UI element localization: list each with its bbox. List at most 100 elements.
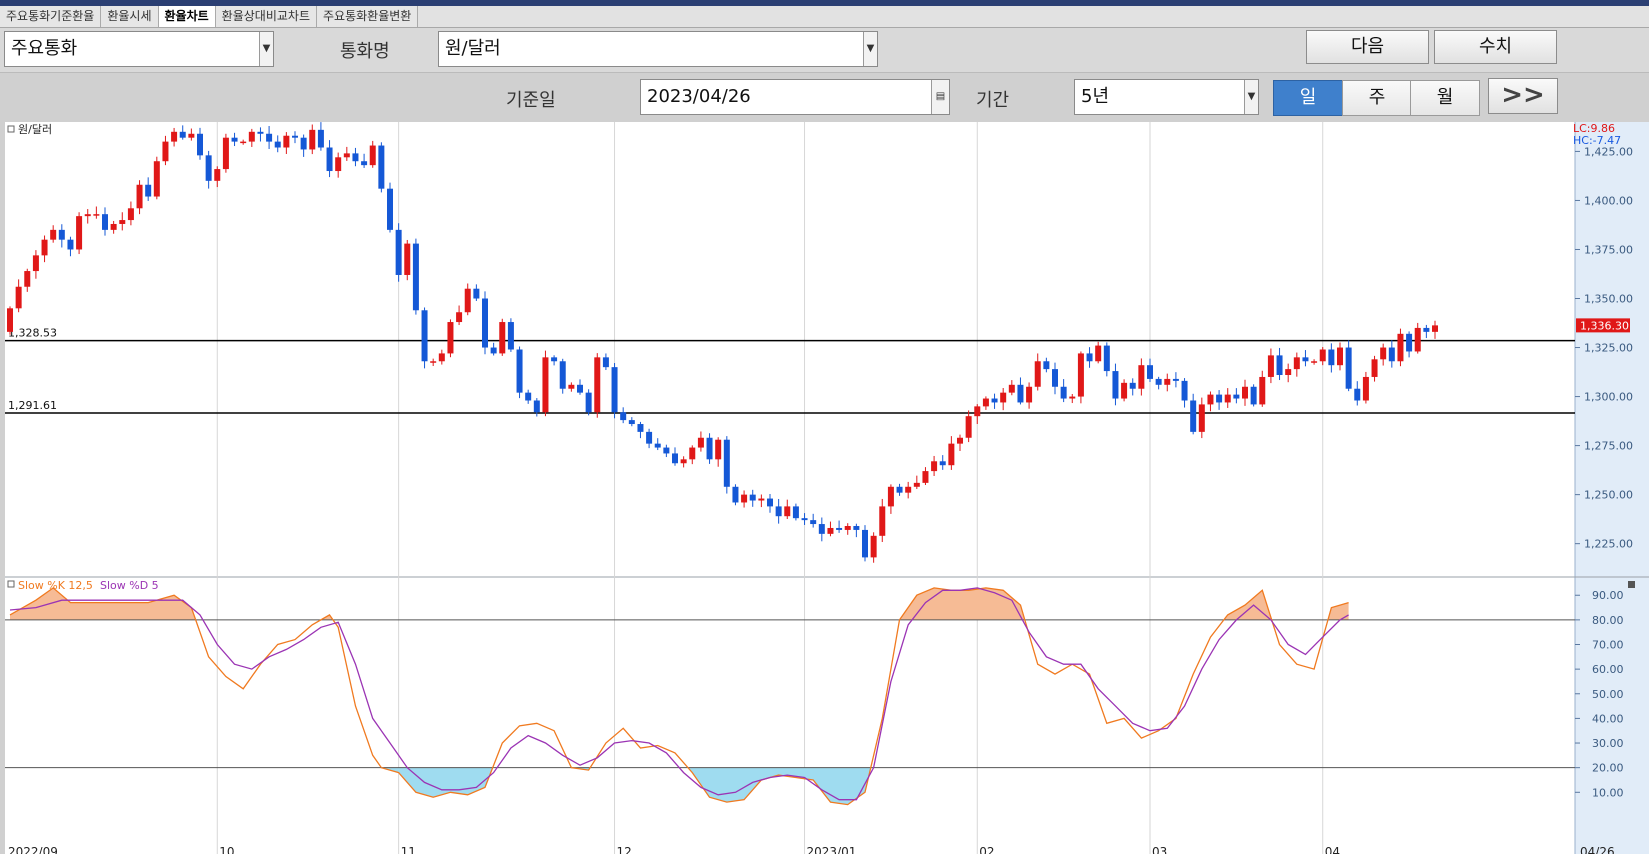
candle-body	[421, 310, 428, 362]
candle-body	[283, 135, 290, 148]
candle-body	[248, 131, 255, 142]
price-tick-label: 1,225.00	[1584, 538, 1633, 551]
candle-body	[1181, 380, 1188, 401]
date-axis-label: 04	[1325, 845, 1340, 854]
candle-body	[1406, 333, 1413, 352]
candle-body	[1147, 365, 1153, 379]
candle-body	[67, 239, 74, 250]
candle-body	[1259, 376, 1266, 405]
stoch-tick-label: 40.00	[1592, 712, 1624, 725]
period-select[interactable]: 5년 ▼	[1074, 79, 1259, 115]
calendar-icon[interactable]: ▤	[931, 80, 949, 114]
candle-body	[179, 131, 186, 138]
candle-body	[991, 398, 998, 403]
candle-body	[188, 133, 195, 138]
last-price-box	[1576, 318, 1630, 333]
candle-body	[317, 129, 324, 148]
panel-collapse-icon[interactable]	[7, 580, 15, 588]
candle-body	[1267, 355, 1274, 377]
candle-body	[257, 131, 264, 134]
candle-body	[335, 157, 342, 172]
candle-body	[300, 137, 307, 150]
candle-body	[438, 353, 445, 362]
hc-label: HC:-7.47	[1573, 134, 1621, 147]
candle-body	[982, 398, 989, 407]
candle-body	[732, 486, 739, 503]
candle-body	[680, 459, 687, 464]
candle-body	[1345, 347, 1352, 389]
tab-rate-converter[interactable]: 주요통화환율변환	[317, 6, 419, 27]
candle-body	[672, 453, 678, 464]
candle-body	[767, 498, 773, 507]
chevron-down-icon[interactable]: ▼	[259, 32, 273, 66]
candle-body	[162, 141, 169, 162]
candle-body	[939, 461, 946, 466]
candle-body	[1276, 355, 1283, 375]
candle-body	[309, 129, 316, 150]
window-top-strip	[0, 0, 1649, 6]
period-value: 5년	[1081, 86, 1110, 107]
tab-rate-chart[interactable]: 환율차트	[158, 6, 216, 27]
candle-body	[84, 214, 91, 217]
price-tick-label: 1,425.00	[1584, 145, 1633, 158]
expand-button[interactable]: >>	[1488, 78, 1558, 114]
candle-body	[1190, 400, 1197, 432]
candle-body	[136, 184, 143, 209]
candle-body	[1008, 384, 1015, 393]
currency-name-select[interactable]: 원/달러 ▼	[438, 31, 878, 67]
chevron-down-icon[interactable]: ▼	[1244, 80, 1258, 114]
candle-body	[266, 133, 273, 142]
currency-group-select[interactable]: 주요통화 ▼	[4, 31, 274, 67]
candle-body	[119, 220, 126, 224]
slow-k-legend: Slow %K 12,5	[18, 579, 93, 592]
candle-body	[758, 498, 765, 501]
candle-body	[378, 145, 385, 189]
rate-chart[interactable]: 원/달러 LC:9.86 HC:-7.47 1,328.53 1,291.61 1…	[0, 122, 1649, 854]
candle-body	[1233, 394, 1240, 399]
candle-body	[1017, 384, 1024, 403]
tab-rate-quotes[interactable]: 환율시세	[101, 6, 159, 27]
candle-body	[369, 145, 376, 166]
interval-day-button[interactable]: 일	[1273, 80, 1343, 116]
candle-body	[1311, 361, 1318, 363]
tab-relative-chart[interactable]: 환율상대비교차트	[215, 6, 317, 27]
period-label: 기간	[976, 90, 1010, 111]
overbought-fill	[10, 587, 1349, 620]
candle-body	[1077, 353, 1084, 397]
interval-week-button[interactable]: 주	[1342, 80, 1412, 116]
candle-body	[58, 229, 65, 240]
candle-body	[292, 135, 298, 138]
date-axis-label: 04/26	[1580, 845, 1615, 854]
panel-collapse-icon[interactable]	[7, 125, 15, 133]
stoch-tick-label: 70.00	[1592, 639, 1624, 652]
date-axis-label: 03	[1152, 845, 1167, 854]
candle-body	[395, 229, 402, 275]
candle-body	[1414, 327, 1421, 352]
candle-body	[749, 494, 756, 501]
interval-month-button[interactable]: 월	[1410, 80, 1480, 116]
stochastic-tick-labels: 90.00 80.00 70.00 60.00 50.00 40.00 30.00 20.00…	[1575, 589, 1624, 799]
candle-body	[1198, 404, 1205, 432]
candle-body	[490, 347, 497, 354]
candle-body	[1337, 347, 1343, 366]
candle-body	[1371, 359, 1378, 377]
candle-body	[905, 486, 912, 493]
next-button[interactable]: 다음	[1306, 30, 1429, 64]
panel-close-icon[interactable]	[1628, 581, 1635, 588]
candle-body	[602, 357, 609, 368]
date-axis-label: 2022/09	[8, 845, 58, 854]
date-axis-label: 12	[617, 845, 632, 854]
stoch-tick-label: 90.00	[1592, 589, 1624, 602]
candle-body	[965, 416, 972, 438]
candle-body	[447, 322, 454, 354]
candle-body	[412, 243, 419, 311]
tab-major-base-rate[interactable]: 주요통화기준환율	[0, 6, 102, 27]
price-tick-label: 1,250.00	[1584, 489, 1633, 502]
values-button[interactable]: 수치	[1434, 30, 1557, 64]
candle-body	[145, 184, 152, 197]
base-date-input[interactable]: 2023/04/26 ▤	[640, 79, 950, 115]
candle-body	[1380, 347, 1387, 360]
chevron-down-icon[interactable]: ▼	[863, 32, 877, 66]
candle-body	[1423, 327, 1430, 332]
slow-k-line	[9, 587, 1349, 806]
